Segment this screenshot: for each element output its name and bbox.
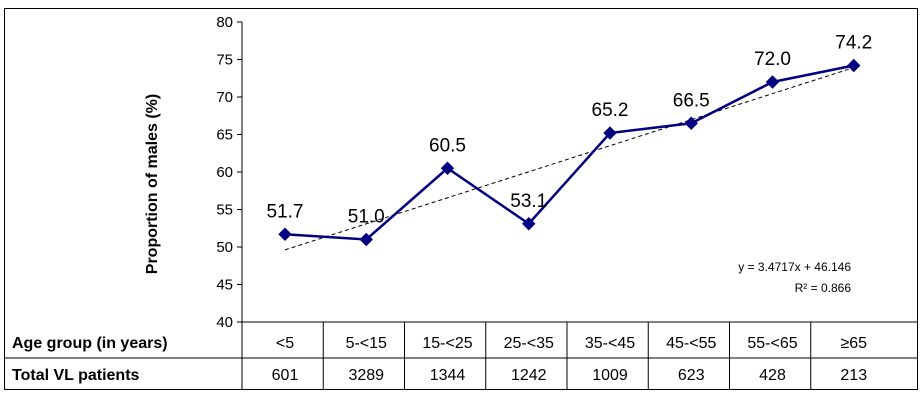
total-vl-cell: 213 xyxy=(840,367,867,384)
y-tick-label: 65 xyxy=(216,127,233,144)
data-label: 66.5 xyxy=(673,90,710,111)
data-point-marker xyxy=(603,126,617,140)
data-label: 53.1 xyxy=(510,191,547,212)
total-vl-cell: 623 xyxy=(678,367,705,384)
data-point-marker xyxy=(522,217,536,231)
trendline xyxy=(284,67,854,251)
age-group-cell: 5-<15 xyxy=(346,335,387,352)
total-vl-cell: 601 xyxy=(272,367,299,384)
age-group-cell: ≥65 xyxy=(840,335,867,352)
y-tick-label: 50 xyxy=(216,239,233,256)
data-point-marker xyxy=(278,227,292,241)
y-axis-label: Proportion of males (%) xyxy=(144,94,161,274)
total-vl-cell: 1242 xyxy=(511,367,547,384)
data-label: 72.0 xyxy=(754,49,791,70)
total-vl-cell: 428 xyxy=(759,367,786,384)
y-tick-label: 45 xyxy=(216,277,233,294)
data-point-marker xyxy=(359,232,373,247)
trendline-equation: y = 3.4717x + 46.146 xyxy=(738,260,851,274)
y-tick-label: 60 xyxy=(216,164,233,181)
total-vl-cell: 1344 xyxy=(430,367,466,384)
trendline-r-squared: R² = 0.866 xyxy=(795,281,852,295)
data-point-marker xyxy=(765,75,780,89)
age-group-cell: 25-<35 xyxy=(504,335,554,352)
series-line xyxy=(284,64,854,241)
age-group-cell: <5 xyxy=(276,335,294,352)
y-tick-label: 70 xyxy=(216,89,233,106)
age-group-cell: 35-<45 xyxy=(585,335,635,352)
age-group-cell: 55-<65 xyxy=(747,335,797,352)
data-label: 51.7 xyxy=(267,201,304,222)
data-point-marker xyxy=(684,116,698,130)
data-point-marker xyxy=(847,58,861,73)
data-label: 60.5 xyxy=(429,135,466,156)
data-label: 65.2 xyxy=(592,100,629,121)
age-group-row-header: Age group (in years) xyxy=(12,335,168,352)
y-tick-label: 55 xyxy=(216,202,233,219)
total-vl-row-header: Total VL patients xyxy=(12,367,140,384)
data-label: 51.0 xyxy=(348,207,385,228)
age-group-cell: 45-<55 xyxy=(666,335,716,352)
y-tick-label: 40 xyxy=(216,314,233,331)
total-vl-cell: 1009 xyxy=(592,367,628,384)
age-group-cell: 15-<25 xyxy=(422,335,472,352)
data-point-marker xyxy=(440,161,455,175)
total-vl-cell: 3289 xyxy=(348,367,384,384)
y-tick-label: 75 xyxy=(216,52,233,69)
y-tick-label: 80 xyxy=(216,14,233,31)
data-label: 74.2 xyxy=(835,33,872,54)
chart-frame xyxy=(4,8,918,390)
